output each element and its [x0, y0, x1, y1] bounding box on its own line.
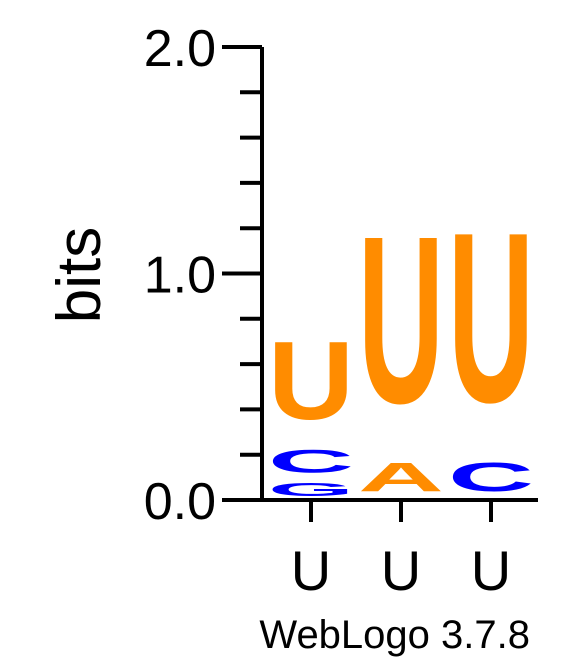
x-position-label: U [471, 539, 511, 602]
y-tick-label: 0.0 [144, 473, 216, 531]
logo-column: AU [358, 186, 444, 500]
logo-letter-c: C [448, 455, 534, 500]
logo-letter-u: U [358, 186, 444, 453]
y-tick-label: 2.0 [144, 20, 216, 78]
y-axis-label: bits [45, 227, 114, 323]
logo-letter-a: A [358, 455, 444, 500]
weblogo-version-label: WebLogo 3.7.8 [259, 613, 530, 657]
logo-letter-u: U [268, 319, 354, 443]
logo-letter-c: C [268, 444, 354, 480]
logo-letter-u: U [448, 182, 534, 454]
x-position-label: U [291, 539, 331, 602]
logo-column: GCU [268, 319, 354, 499]
logo-letter-g: G [268, 479, 354, 499]
logo-column: CU [448, 182, 534, 500]
y-axis: 0.0 1.0 2.0 [144, 20, 264, 531]
x-position-label: U [381, 539, 421, 602]
y-tick-label: 1.0 [144, 247, 216, 305]
